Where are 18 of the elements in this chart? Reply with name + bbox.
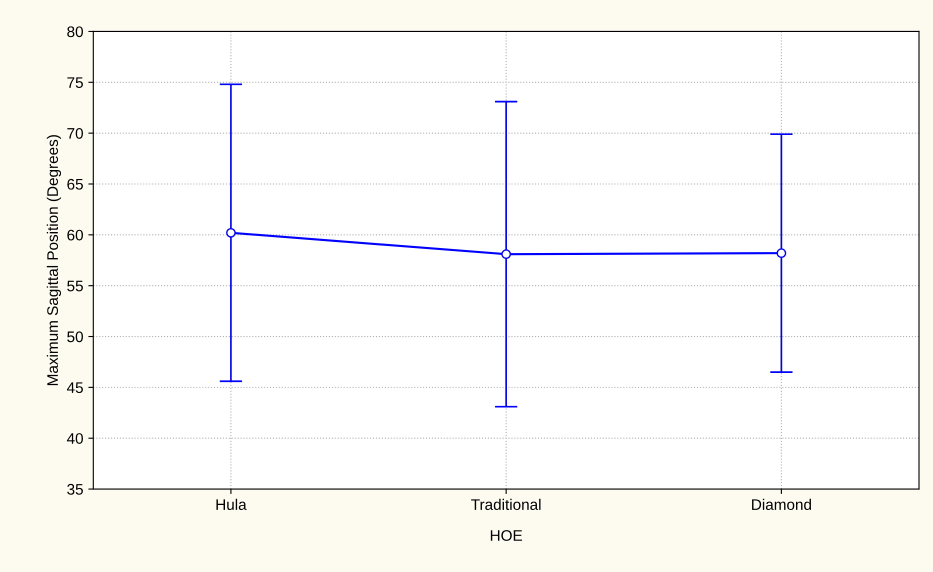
y-tick-label: 80 (67, 26, 83, 38)
x-tick-label: Traditional (471, 498, 541, 510)
x-tick-label: Hula (216, 498, 247, 510)
y-axis-title: Maximum Sagittal Position (Degrees) (46, 135, 62, 386)
point (501, 249, 512, 260)
y-tick-label: 45 (66, 382, 83, 394)
y-tick-label: 35 (67, 484, 83, 495)
y-tick-label: 70 (67, 128, 83, 139)
y-tick-label: 65 (67, 178, 83, 190)
x-axis-title: HOE (490, 530, 522, 541)
point (226, 228, 236, 238)
y-tick-label: 75 (67, 77, 83, 88)
x-tick-label: Diamond (752, 498, 811, 510)
y-tick-label: 40 (66, 433, 83, 444)
y-tick-label: 60 (67, 230, 83, 241)
point (776, 248, 786, 258)
y-tick-label: 50 (67, 331, 83, 342)
y-tick-label: 55 (67, 280, 83, 292)
